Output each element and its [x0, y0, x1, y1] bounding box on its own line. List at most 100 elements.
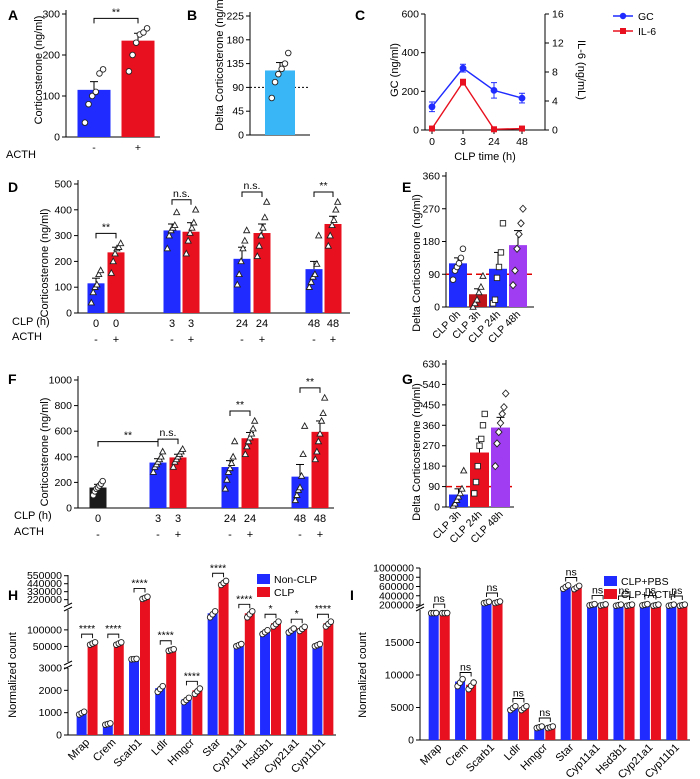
data-point: [296, 483, 304, 491]
x-row1-label: 48: [308, 318, 320, 330]
bar: [455, 681, 466, 740]
panel-b-plot: 0 45 90 135 180 225: [226, 11, 310, 142]
bar: [509, 245, 527, 307]
bar: [518, 707, 529, 740]
data-point: [313, 447, 321, 455]
significance-label: **: [319, 180, 327, 192]
data-point: [226, 464, 234, 472]
data-point: [326, 231, 334, 239]
legend-nonclp-label: Non-CLP: [274, 574, 317, 586]
x-row1-label: 0: [113, 318, 119, 330]
y-tick-label: 0: [434, 302, 440, 314]
data-point: [470, 679, 477, 686]
data-point: [250, 416, 259, 424]
y2-tick-label: 12: [552, 38, 564, 50]
data-point: [628, 601, 636, 608]
data-point: [509, 281, 517, 290]
data-point: [171, 221, 179, 229]
data-point: [242, 226, 251, 234]
y-tick-label: 0: [56, 730, 62, 742]
x-tick-label: Ldlr: [502, 741, 524, 763]
data-point: [564, 582, 572, 589]
data-point: [333, 197, 342, 205]
data-point: [132, 39, 140, 46]
data-point: [99, 66, 107, 73]
data-point: [191, 205, 200, 213]
data-point: [149, 468, 158, 475]
x-row1-label: 3: [169, 318, 175, 330]
legend-gc-label: GC: [638, 11, 654, 23]
bar: [76, 712, 87, 735]
data-point: [111, 249, 119, 257]
y-tick-label: 3000: [39, 663, 63, 675]
x-tick-label: Ldlr: [149, 736, 171, 758]
bar: [545, 727, 556, 740]
significance-bracket: [459, 672, 472, 677]
y-tick-label: 400: [54, 451, 72, 463]
panel-h-ylabel: Normalized count: [7, 632, 19, 718]
data-point: [96, 70, 103, 77]
data-point: [235, 270, 243, 278]
panel-d-row1-label: CLP (h): [12, 316, 50, 328]
data-point: [259, 223, 267, 231]
x-row2-label: +: [188, 334, 194, 346]
data-point: [471, 490, 478, 497]
data-point: [496, 418, 505, 428]
legend-pbs-swatch: [604, 576, 617, 586]
significance-label: **: [112, 6, 120, 18]
y-tick-label: 300: [54, 230, 72, 242]
data-point: [278, 65, 285, 73]
bar: [260, 631, 270, 735]
y-tick-label: 270: [422, 440, 440, 452]
data-point: [91, 639, 99, 646]
data-point: [99, 477, 106, 485]
data-point: [500, 402, 508, 412]
bar: [428, 613, 439, 740]
significance-label: ****: [315, 603, 331, 615]
y-tick-label: 600000: [379, 581, 414, 593]
data-point: [109, 257, 117, 265]
data-point: [459, 675, 466, 683]
panel-b-ylabel: Delta Corticosterone (ng/ml): [214, 0, 226, 131]
y-tick-label: 0: [408, 735, 414, 747]
data-point: [268, 94, 276, 102]
y-tick-label: 1000000: [373, 563, 414, 575]
y-tick-label: 600: [401, 9, 419, 21]
data-point: [644, 600, 651, 608]
data-point: [311, 270, 319, 278]
bar: [305, 269, 323, 313]
bar: [613, 605, 624, 740]
data-point: [456, 489, 465, 497]
data-point: [190, 218, 198, 226]
bar: [587, 604, 598, 740]
data-point: [184, 236, 192, 244]
data-point: [253, 252, 262, 259]
significance-label: **: [124, 430, 132, 442]
data-point: [670, 601, 678, 608]
data-point: [498, 409, 507, 419]
significance-label: *: [295, 608, 299, 620]
data-point: [523, 702, 530, 710]
data-point: [305, 283, 314, 290]
significance-label: ****: [79, 623, 95, 635]
bar: [87, 643, 98, 735]
data-point: [319, 409, 327, 417]
x-row1-label: 0: [93, 318, 99, 330]
x-row2-label: -: [240, 334, 244, 346]
data-point: [517, 219, 525, 228]
y-tick-label: 550000: [27, 570, 62, 582]
data-point: [188, 223, 196, 231]
data-point: [224, 468, 233, 475]
y-tick-label: 100000: [27, 624, 62, 636]
bar: [492, 601, 503, 740]
significance-bracket: [185, 680, 198, 686]
panel-label-i: I: [350, 587, 354, 603]
y-tick-label: 1000: [49, 375, 73, 387]
legend-il6-marker: [620, 28, 626, 34]
data-point: [281, 60, 289, 67]
data-point: [230, 437, 239, 445]
y-tick-label: 0: [434, 502, 440, 514]
data-point: [481, 410, 488, 418]
x-row2-label: -: [156, 529, 160, 541]
y-tick-label: 180: [226, 34, 244, 46]
